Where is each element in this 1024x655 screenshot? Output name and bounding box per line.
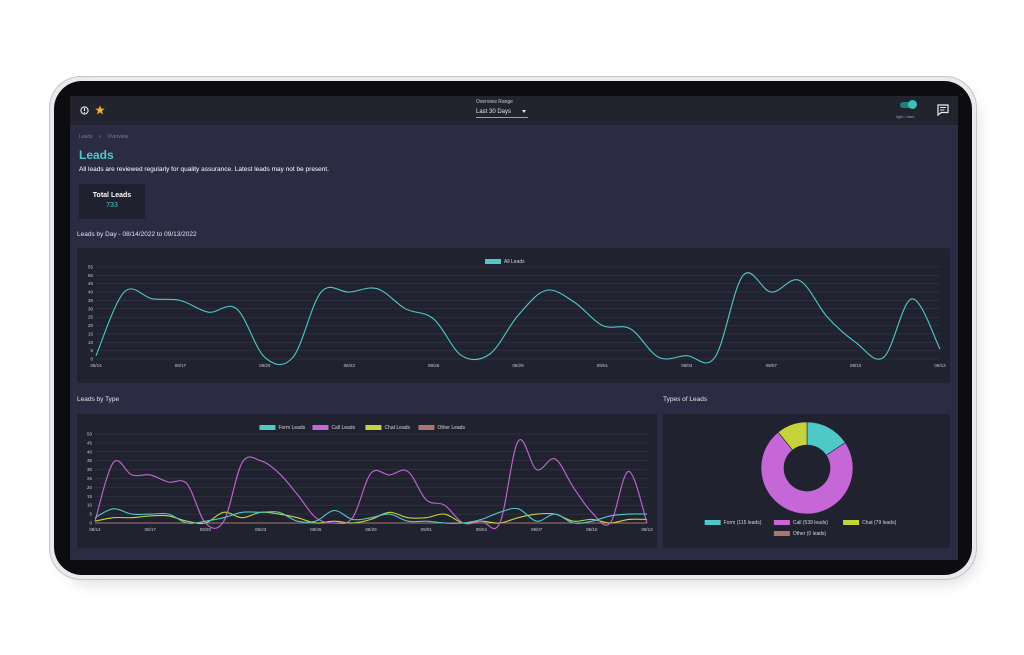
x-tick-label: 09/01 <box>421 527 433 532</box>
legend-swatch <box>259 425 276 430</box>
x-tick-label: 09/10 <box>586 527 598 532</box>
y-tick-label: 0 <box>90 357 93 362</box>
y-tick-label: 10 <box>88 340 94 345</box>
y-tick-label: 25 <box>87 476 93 481</box>
y-tick-label: 55 <box>88 265 94 270</box>
legend-label: Call (539 leads) <box>793 520 828 526</box>
y-tick-label: 50 <box>88 273 94 278</box>
y-tick-label: 45 <box>87 440 93 445</box>
legend-swatch <box>843 520 860 525</box>
legend-label: All Leads <box>504 259 525 265</box>
legend-label: Call Leads <box>331 425 355 431</box>
breadcrumb-separator: » <box>98 134 102 140</box>
legend-label: Form (115 leads) <box>724 520 762 526</box>
x-tick-label: 08/29 <box>365 527 377 532</box>
breadcrumb-leads[interactable]: Leads <box>79 134 93 140</box>
y-tick-label: 15 <box>88 331 94 336</box>
y-tick-label: 45 <box>88 281 94 286</box>
x-tick-label: 08/14 <box>89 527 101 532</box>
series-line <box>95 272 941 366</box>
breadcrumb: Leads » Overview <box>79 134 128 140</box>
leads-by-day-title: Leads by Day - 08/14/2022 to 09/13/2022 <box>77 231 197 238</box>
x-tick-label: 09/13 <box>641 527 653 532</box>
x-tick-label: 09/13 <box>934 363 946 368</box>
series-line <box>94 439 648 530</box>
x-tick-label: 08/20 <box>200 527 212 532</box>
x-tick-label: 08/26 <box>428 363 440 368</box>
page-subtitle: All leads are reviewed regularly for qua… <box>79 166 330 173</box>
leads-by-type-panel: 0 5 10 15 20 25 30 35 40 45 50 08/14 08/17 08/20 08/23… <box>77 414 657 548</box>
types-of-leads-panel: Form (115 leads) Call (539 leads) Chat (79… <box>663 414 950 548</box>
legend-label: Chat Leads <box>384 425 410 431</box>
legend-label: Other (0 leads) <box>793 531 827 537</box>
leads-by-type-chart: 0 5 10 15 20 25 30 35 40 45 50 08/14 08/17 08/20 08/23… <box>87 425 653 532</box>
legend-swatch <box>773 520 790 525</box>
legend-label: Other Leads <box>437 425 465 431</box>
y-tick-label: 25 <box>88 315 94 320</box>
types-of-leads-title: Types of Leads <box>663 396 708 403</box>
x-tick-label: 08/17 <box>145 527 157 532</box>
series-line <box>94 507 648 524</box>
x-tick-label: 09/04 <box>476 527 488 532</box>
total-leads-label: Total Leads <box>92 192 132 199</box>
legend-label: Form Leads <box>278 425 305 431</box>
legend-swatch <box>485 259 502 264</box>
y-tick-label: 40 <box>88 290 94 295</box>
y-tick-label: 30 <box>88 306 94 311</box>
y-tick-label: 40 <box>87 449 93 454</box>
types-of-leads-chart: Form (115 leads) Call (539 leads) Chat (79… <box>704 421 897 537</box>
y-tick-label: 10 <box>87 503 93 508</box>
y-tick-label: 50 <box>87 432 93 437</box>
legend-swatch <box>365 425 382 430</box>
total-leads-card: Total Leads 733 <box>79 184 145 219</box>
y-tick-label: 35 <box>88 298 94 303</box>
legend-label: Chat (79 leads) <box>862 520 897 526</box>
chat-icon[interactable] <box>936 103 949 116</box>
x-tick-label: 08/20 <box>259 363 271 368</box>
y-tick-label: 35 <box>87 458 93 463</box>
page-title: Leads <box>79 148 114 162</box>
breadcrumb-overview: Overview <box>107 134 129 140</box>
x-tick-label: 08/29 <box>512 363 524 368</box>
x-tick-label: 08/23 <box>344 363 356 368</box>
x-tick-label: 08/26 <box>310 527 322 532</box>
theme-toggle[interactable] <box>900 100 917 109</box>
range-value: Last 30 Days <box>476 109 512 115</box>
x-tick-label: 09/10 <box>850 363 862 368</box>
leads-by-type-title: Leads by Type <box>77 396 120 403</box>
legend-swatch <box>704 520 721 525</box>
donut-slice <box>760 431 854 515</box>
leads-by-day-chart: 0 5 10 15 20 25 30 35 40 45 50 55 08/14 08/17 08/20 08/… <box>88 259 946 368</box>
y-tick-label: 20 <box>88 323 94 328</box>
donut-slice <box>777 421 808 451</box>
legend-swatch <box>312 425 329 430</box>
x-tick-label: 09/07 <box>531 527 543 532</box>
help-circle-icon[interactable] <box>79 105 89 115</box>
x-tick-label: 09/01 <box>597 363 609 368</box>
y-tick-label: 5 <box>89 512 92 517</box>
x-tick-label: 08/17 <box>175 363 187 368</box>
y-tick-label: 20 <box>87 485 93 490</box>
y-tick-label: 0 <box>89 521 92 526</box>
top-bar: Overview Range Last 30 Days light / dark <box>70 96 958 125</box>
toggle-knob <box>908 100 917 109</box>
x-tick-label: 08/23 <box>255 527 267 532</box>
x-tick-label: 09/07 <box>766 363 778 368</box>
y-tick-label: 15 <box>87 494 93 499</box>
y-tick-label: 30 <box>87 467 93 472</box>
legend-swatch <box>418 425 435 430</box>
x-tick-label: 08/14 <box>90 363 102 368</box>
theme-toggle-label: light / dark <box>896 114 915 119</box>
leads-by-day-panel: 0 5 10 15 20 25 30 35 40 45 50 55 08/14 08/17 08/20 08/… <box>77 248 950 383</box>
x-tick-label: 09/04 <box>681 363 693 368</box>
y-tick-label: 5 <box>90 348 93 353</box>
star-icon[interactable] <box>94 104 105 115</box>
chevron-down-icon <box>522 110 526 113</box>
range-label: Overview Range <box>476 99 513 105</box>
total-leads-value: 733 <box>106 202 118 209</box>
legend-swatch <box>773 531 790 536</box>
range-select[interactable]: Last 30 Days <box>476 107 528 118</box>
dashboard-screen: Overview Range Last 30 Days light / dark… <box>70 96 958 560</box>
